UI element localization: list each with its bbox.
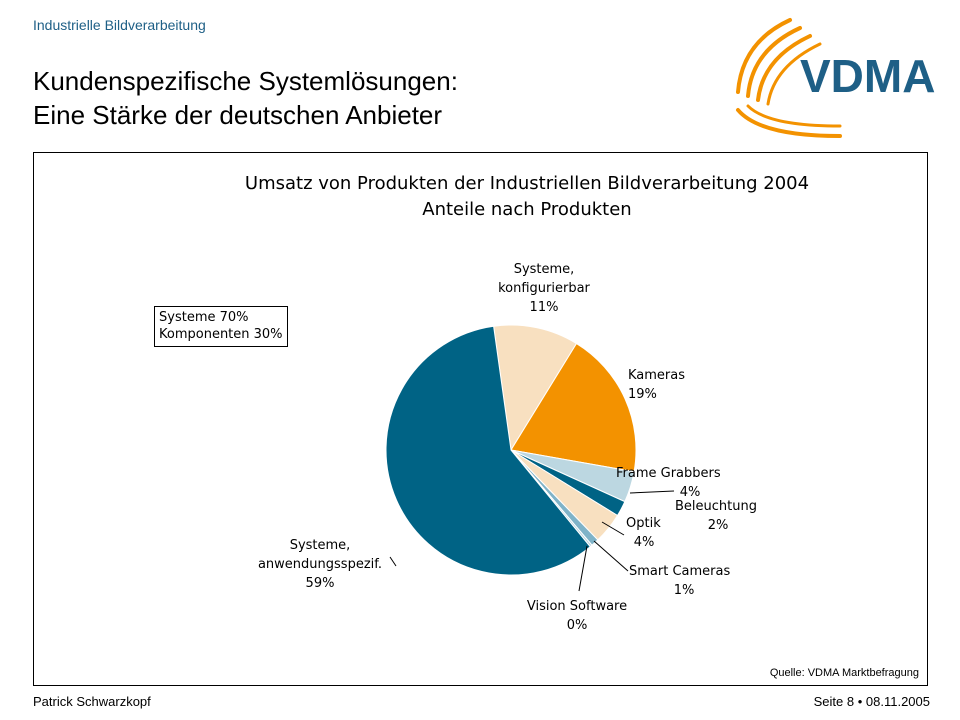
label-leader-line xyxy=(593,540,629,572)
slice-percent-label: 0% xyxy=(567,618,588,633)
slice-percent-label: 59% xyxy=(306,576,335,591)
vdma-logo: VDMA xyxy=(736,18,935,138)
page-title-line1: Kundenspezifische Systemlösungen: xyxy=(33,66,458,96)
label-leader-line xyxy=(389,556,397,567)
slice-percent-label: 11% xyxy=(530,300,559,315)
slice-name-label: Systeme, xyxy=(514,262,575,277)
slice-name-label: anwendungsspezif. xyxy=(258,557,382,572)
pie-slice xyxy=(493,324,578,452)
slice-percent-label: 4% xyxy=(680,485,701,500)
slice-name-label: Optik xyxy=(626,516,661,531)
slice-percent-label: 4% xyxy=(634,535,655,550)
summary-systems: Systeme 70% xyxy=(159,310,249,325)
slice-name-label: Frame Grabbers xyxy=(616,466,721,481)
chart-title-line1: Umsatz von Produkten der Industriellen B… xyxy=(245,173,809,194)
chart-title-line2: Anteile nach Produkten xyxy=(422,199,631,220)
pie-slice xyxy=(510,342,637,473)
summary-components: Komponenten 30% xyxy=(159,327,283,342)
footer-author: Patrick Schwarzkopf xyxy=(33,694,151,709)
chart-frame: Umsatz von Produkten der Industriellen B… xyxy=(33,152,928,686)
label-leader-line xyxy=(578,545,588,592)
summary-box: Systeme 70% Komponenten 30% xyxy=(154,306,288,347)
slice-name-label: Vision Software xyxy=(527,599,627,614)
slice-name-label: Kameras xyxy=(628,368,685,383)
page-title: Kundenspezifische Systemlösungen: Eine S… xyxy=(33,64,458,132)
slice-percent-label: 2% xyxy=(708,518,729,533)
slice-name-label: Smart Cameras xyxy=(629,564,730,579)
source-note: Quelle: VDMA Marktbefragung xyxy=(769,667,919,679)
slice-name-label: konfigurierbar xyxy=(498,281,590,296)
slice-name-label: Systeme, xyxy=(290,538,351,553)
footer-page-info: Seite 8 • 08.11.2005 xyxy=(813,694,930,709)
page-title-line2: Eine Stärke der deutschen Anbieter xyxy=(33,100,443,130)
header-subtitle: Industrielle Bildverarbeitung xyxy=(33,17,206,33)
logo-text: VDMA xyxy=(800,50,935,102)
label-leader-line xyxy=(629,490,675,494)
slice-percent-label: 1% xyxy=(674,583,695,598)
slice-percent-label: 19% xyxy=(628,387,657,402)
pie-slice xyxy=(385,325,591,576)
label-leader-line xyxy=(601,521,625,536)
pie-chart: Umsatz von Produkten der Industriellen B… xyxy=(245,173,809,633)
slice-name-label: Beleuchtung xyxy=(675,499,757,514)
